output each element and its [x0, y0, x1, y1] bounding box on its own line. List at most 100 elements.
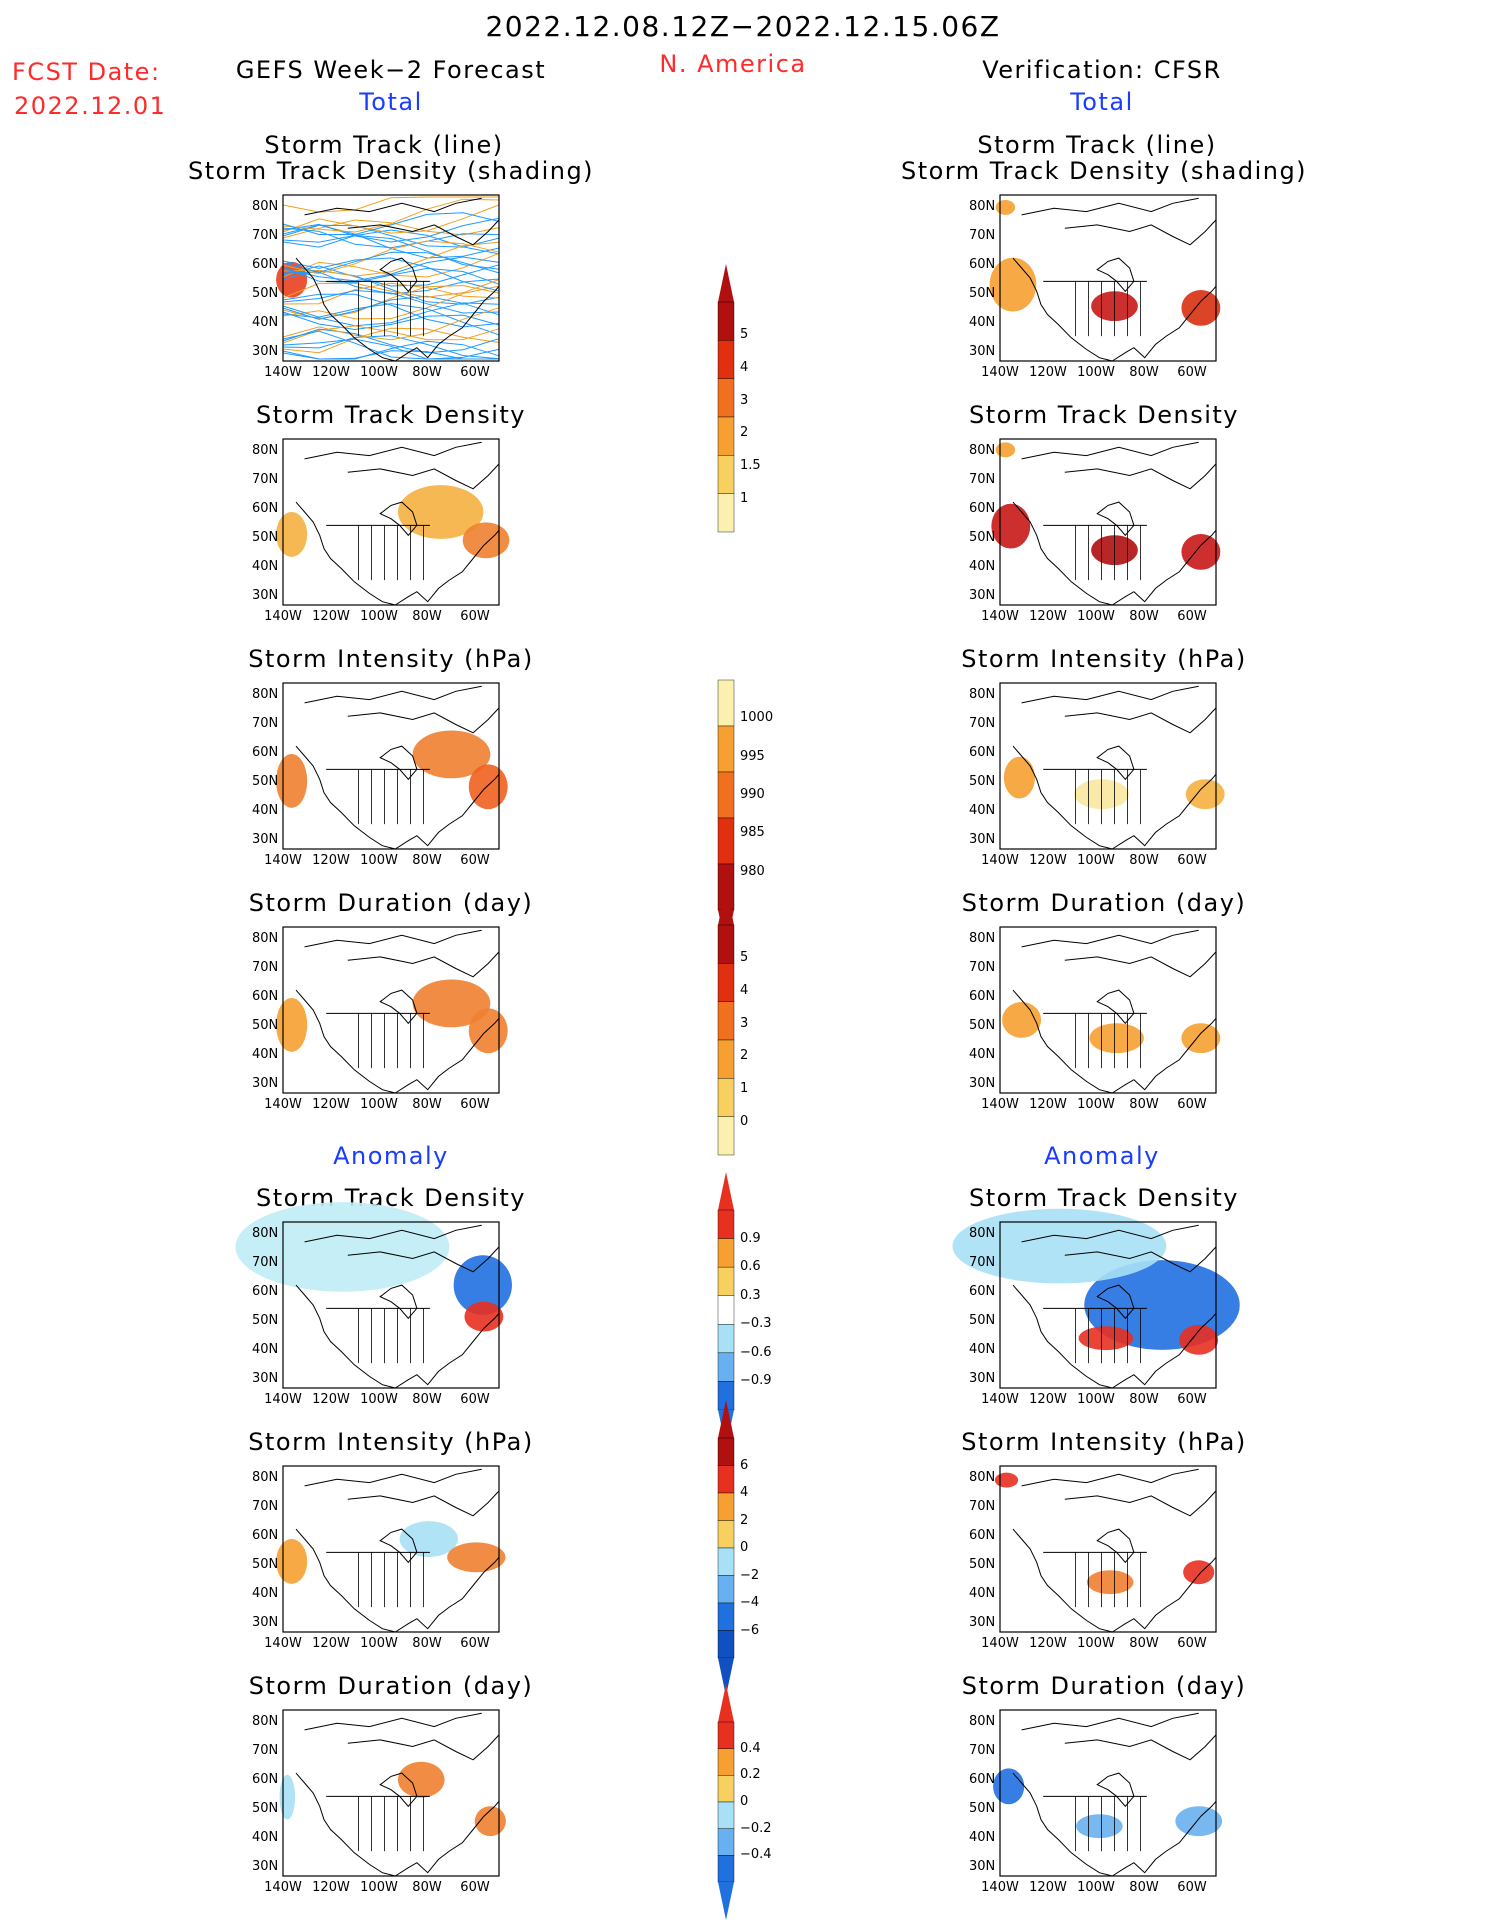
shading-blob — [1181, 289, 1221, 326]
lat-tick-label: 50N — [969, 1557, 996, 1572]
map-density-anomaly-forecast: 80N 70N 60N 50N 40N 30N 140W 120W 100W 80W 60W — [228, 1202, 514, 1418]
map-frame — [282, 438, 500, 606]
map-intensity-anomaly-verification: 80N 70N 60N 50N 40N 30N 140W 120W 100W 80W 60W — [945, 1465, 1231, 1662]
lon-tick-label: 140W — [981, 1097, 1019, 1112]
shading-blob — [1185, 779, 1225, 810]
lon-tick-label: 120W — [1029, 609, 1067, 624]
lat-tick-label: 40N — [969, 1586, 996, 1601]
colorbar-tick-label: 0 — [740, 1540, 749, 1555]
colorbar-tick-label: 0.2 — [740, 1767, 761, 1783]
total-label-left: Total — [359, 88, 423, 116]
anomaly-label-left: Anomaly — [333, 1142, 449, 1170]
date-range-title: 2022.12.08.12Z−2022.12.15.06Z — [485, 10, 1001, 43]
panel-title-duration-anom-right: Storm Duration (day) — [961, 1672, 1247, 1700]
map-track-forecast: 80N 70N 60N 50N 40N 30N 140W 120W 100W 80W 60W — [228, 194, 514, 391]
panel-title-density-right: Storm Track Density — [969, 401, 1239, 429]
lon-tick-label: 140W — [264, 853, 302, 868]
shading-blob — [468, 764, 508, 810]
lat-tick-label: 40N — [252, 315, 279, 330]
storm-track-line — [282, 282, 500, 305]
lat-tick-label: 80N — [969, 199, 996, 214]
shading-blob — [952, 1208, 1167, 1284]
panel-title-duration-right: Storm Duration (day) — [961, 889, 1247, 917]
map-intensity-forecast: 80N 70N 60N 50N 40N 30N 140W 120W 100W 80W 60W — [228, 682, 514, 879]
storm-track-line — [282, 234, 500, 270]
storm-track-line — [282, 219, 500, 239]
colorbar-segment — [717, 1437, 735, 1466]
lon-tick-label: 80W — [412, 1880, 442, 1895]
fcst-date-value: 2022.12.01 — [14, 92, 167, 120]
coastline — [295, 1712, 500, 1877]
map-plot — [235, 1202, 512, 1389]
shading-blob — [279, 1774, 296, 1820]
lon-tick-label: 120W — [1029, 1097, 1067, 1112]
lat-tick-label: 30N — [969, 344, 996, 359]
lon-tick-label: 100W — [360, 609, 398, 624]
map-duration-anomaly-forecast: 80N 70N 60N 50N 40N 30N 140W 120W 100W 80W 60W — [228, 1709, 514, 1906]
lon-tick-label: 60W — [1177, 1636, 1207, 1651]
map-frame — [282, 194, 500, 362]
lon-tick-label: 80W — [412, 1097, 442, 1112]
lat-tick-label: 60N — [969, 1528, 996, 1543]
lat-tick-label: 30N — [252, 588, 279, 603]
lon-tick-label: 60W — [460, 1636, 490, 1651]
storm-track-line — [282, 285, 500, 320]
lat-tick-label: 30N — [969, 832, 996, 847]
lat-tick-label: 80N — [969, 1226, 996, 1241]
colorbar-segment — [717, 493, 735, 533]
lon-tick-label: 100W — [1077, 1880, 1115, 1895]
coastline — [1012, 441, 1217, 606]
lon-tick-label: 60W — [1177, 1097, 1207, 1112]
shading-blob — [468, 1008, 508, 1054]
lat-tick-label: 50N — [252, 286, 279, 301]
shading-blob — [991, 503, 1031, 549]
lon-tick-label: 140W — [981, 365, 1019, 380]
map-plot — [276, 1465, 506, 1633]
lon-tick-label: 120W — [312, 609, 350, 624]
lon-tick-label: 100W — [1077, 1097, 1115, 1112]
colorbar-segment — [717, 1295, 735, 1325]
lat-tick-label: 60N — [969, 745, 996, 760]
shading-blob — [474, 1806, 506, 1837]
panel-title-intensity-anom-left: Storm Intensity (hPa) — [248, 1428, 534, 1456]
lat-tick-label: 30N — [252, 832, 279, 847]
lon-tick-label: 100W — [360, 365, 398, 380]
shading-blob — [995, 199, 1016, 215]
map-plot — [952, 1208, 1240, 1389]
lon-tick-label: 100W — [360, 1636, 398, 1651]
panel-title-density-left: Storm Track Density — [256, 401, 526, 429]
colorbar-tick-label: 985 — [740, 825, 765, 841]
colorbar-segment — [717, 1775, 735, 1803]
panel-title-duration-anom-left: Storm Duration (day) — [248, 1672, 534, 1700]
colorbar-tick-label: −4 — [740, 1595, 760, 1610]
colorbar-tick-label: −0.3 — [740, 1316, 772, 1332]
colorbar-tick-label: 4 — [740, 982, 749, 998]
shading-blob — [276, 998, 308, 1052]
colorbar-density-anomaly: 0.9 0.6 0.3 −0.3 −0.6 −0.9 — [717, 1170, 808, 1450]
panel-title-track-line-left: Storm Track (line) — [264, 131, 504, 159]
colorbar-segment — [717, 1238, 735, 1268]
lat-tick-label: 80N — [252, 687, 279, 702]
map-plot — [999, 682, 1225, 850]
shading-blob — [995, 442, 1016, 458]
colorbar-tick-label: −0.4 — [740, 1847, 772, 1863]
lon-tick-label: 60W — [1177, 609, 1207, 624]
lon-tick-label: 120W — [1029, 365, 1067, 380]
lon-tick-label: 100W — [360, 853, 398, 868]
lat-tick-label: 40N — [252, 1830, 279, 1845]
lat-tick-label: 30N — [969, 1615, 996, 1630]
shading-blob — [994, 1472, 1019, 1488]
lat-tick-label: 50N — [969, 774, 996, 789]
panel-title-duration-left: Storm Duration (day) — [248, 889, 534, 917]
storm-track-line — [282, 311, 500, 331]
shading-blob — [464, 1301, 504, 1332]
lat-tick-label: 70N — [969, 228, 996, 243]
storm-track-line — [282, 327, 500, 354]
colorbar-tick-label: 0.6 — [740, 1259, 761, 1275]
map-frame — [282, 1709, 500, 1877]
lon-tick-label: 140W — [264, 609, 302, 624]
coastline — [1012, 1712, 1217, 1877]
colorbar-segment — [717, 1721, 735, 1749]
colorbar-intensity-anomaly: 6 4 2 0 −2 −4 −6 — [717, 1398, 808, 1698]
lon-tick-label: 120W — [1029, 853, 1067, 868]
